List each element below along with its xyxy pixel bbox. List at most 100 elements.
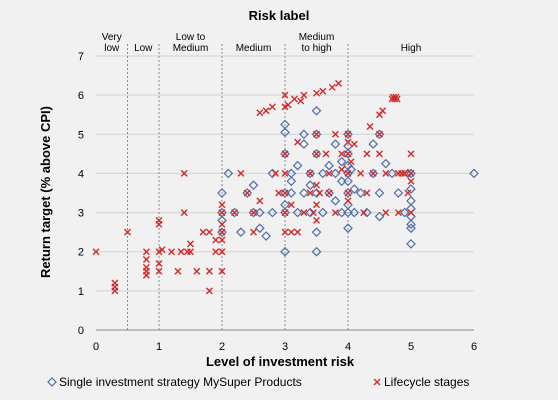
data-point-cross xyxy=(218,201,226,209)
x-axis-ticks: 0 1 2 3 4 5 6 xyxy=(93,341,477,353)
data-point-cross xyxy=(382,209,390,217)
data-point-diamond xyxy=(343,223,353,234)
data-point-cross xyxy=(243,189,251,197)
data-point-cross xyxy=(287,201,295,209)
data-point-cross xyxy=(281,150,289,158)
data-point-cross xyxy=(205,228,213,236)
data-point-cross xyxy=(297,97,305,105)
data-point-diamond xyxy=(368,168,379,179)
data-point-diamond xyxy=(299,139,309,149)
y-tick-label: 5 xyxy=(78,129,84,141)
data-point-cross xyxy=(218,220,226,228)
data-point-cross xyxy=(313,181,320,189)
data-point-cross xyxy=(404,189,412,197)
data-point-cross xyxy=(250,209,257,217)
risk-band-label: Low xyxy=(134,43,153,54)
y-tick-label: 1 xyxy=(78,286,84,298)
legend: Single investment strategy MySuper Produ… xyxy=(47,375,469,389)
data-point-diamond xyxy=(229,207,240,218)
data-point-diamond xyxy=(311,129,322,140)
risk-band-label: High xyxy=(401,43,422,54)
data-point-diamond xyxy=(223,168,234,179)
y-tick-label: 0 xyxy=(78,325,84,337)
data-point-cross xyxy=(335,79,343,87)
legend-marker-cross xyxy=(373,378,381,386)
data-point-diamond xyxy=(406,184,416,194)
data-point-diamond xyxy=(311,149,322,159)
data-point-cross xyxy=(177,248,185,256)
data-point-diamond xyxy=(292,160,303,171)
data-point-diamond xyxy=(280,127,290,138)
data-point-diamond xyxy=(406,168,416,179)
x-axis-title: Level of investment risk xyxy=(206,354,355,369)
data-point-diamond xyxy=(336,156,347,167)
data-point-diamond xyxy=(299,129,309,140)
data-point-cross xyxy=(394,209,402,217)
data-point-cross xyxy=(344,189,352,197)
data-point-cross xyxy=(199,228,207,236)
data-point-diamond xyxy=(280,207,290,218)
data-point-cross xyxy=(360,209,368,217)
data-point-cross xyxy=(174,267,182,275)
data-point-diamond xyxy=(349,207,360,218)
data-point-diamond xyxy=(305,168,316,179)
data-point-diamond xyxy=(380,158,391,169)
data-point-diamond xyxy=(286,176,297,187)
data-point-diamond xyxy=(254,223,265,234)
data-point-cross xyxy=(142,271,150,279)
data-point-cross xyxy=(313,150,320,158)
data-point-diamond xyxy=(311,105,322,116)
data-point-cross xyxy=(363,189,371,197)
data-point-cross xyxy=(218,209,226,217)
risk-band-label: Medium xyxy=(299,32,335,43)
x-tick-label: 6 xyxy=(471,341,477,353)
data-point-cross xyxy=(212,236,220,244)
data-point-cross xyxy=(313,130,320,138)
data-point-diamond xyxy=(324,160,334,171)
data-point-cross xyxy=(328,83,336,91)
data-point-cross xyxy=(272,169,280,177)
data-point-diamond xyxy=(330,195,341,206)
data-point-cross xyxy=(205,287,213,295)
series-lifecycle-stages xyxy=(92,79,415,295)
data-point-cross xyxy=(231,209,239,217)
data-point-diamond xyxy=(343,188,353,198)
data-point-diamond xyxy=(355,188,366,198)
data-point-cross xyxy=(237,169,245,177)
data-point-cross xyxy=(168,248,176,256)
data-point-cross xyxy=(319,87,327,95)
data-point-cross xyxy=(155,259,163,267)
data-point-cross xyxy=(193,267,201,275)
series-mysuper-products xyxy=(217,105,479,257)
data-point-cross xyxy=(331,130,339,138)
data-point-diamond xyxy=(368,139,379,149)
data-point-diamond xyxy=(286,188,297,198)
risk-band-label: Medium xyxy=(236,43,272,54)
y-axis-ticks: 0 1 2 3 4 5 6 7 xyxy=(78,51,84,337)
data-point-cross xyxy=(350,140,358,148)
data-point-cross xyxy=(205,267,213,275)
data-point-cross xyxy=(294,138,302,146)
data-point-cross xyxy=(407,150,415,158)
data-point-cross xyxy=(256,197,264,205)
risk-band-label: Low to xyxy=(176,32,206,43)
data-point-cross xyxy=(158,246,166,254)
data-points xyxy=(92,79,479,295)
data-point-cross xyxy=(281,228,289,236)
x-tick-label: 5 xyxy=(408,341,414,353)
data-point-diamond xyxy=(305,180,316,191)
data-point-diamond xyxy=(317,207,328,218)
data-point-diamond xyxy=(324,188,334,198)
data-point-cross xyxy=(331,209,339,217)
data-point-diamond xyxy=(336,207,347,218)
data-point-cross xyxy=(268,103,276,111)
data-point-cross xyxy=(407,169,415,177)
y-tick-label: 4 xyxy=(78,168,84,180)
risk-band-label: to high xyxy=(301,43,331,54)
data-point-diamond xyxy=(406,239,416,249)
data-point-cross xyxy=(407,177,415,185)
y-tick-label: 2 xyxy=(78,247,84,259)
data-point-cross xyxy=(262,107,270,115)
data-point-cross xyxy=(313,216,320,224)
